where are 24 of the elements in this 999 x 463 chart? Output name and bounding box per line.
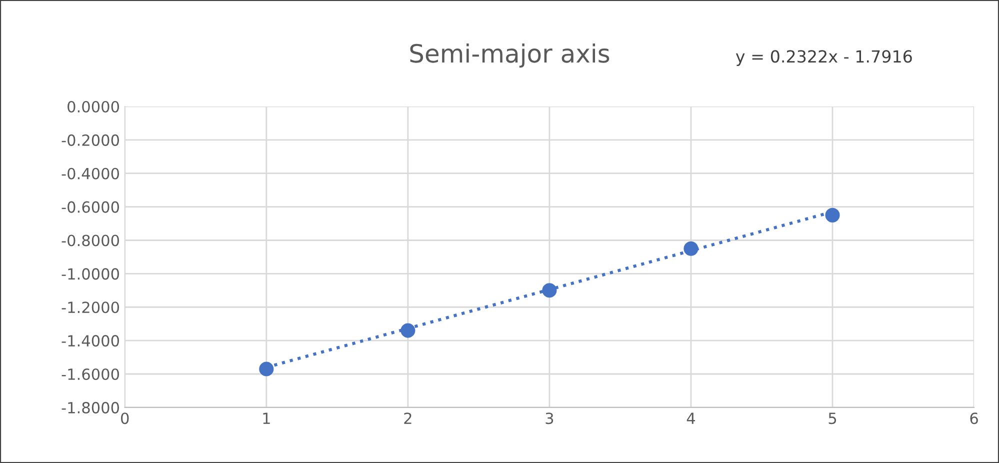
- x-tick-label: 3: [546, 412, 554, 424]
- y-tick-label: -1.8000: [62, 402, 119, 414]
- y-tick-label: -1.0000: [62, 268, 119, 280]
- y-tick-label: 0.0000: [68, 100, 119, 113]
- x-tick-label: 2: [404, 412, 412, 424]
- x-tick-label: 6: [970, 412, 978, 424]
- point: [825, 208, 840, 222]
- x-tick-label: 1: [263, 412, 270, 424]
- y-tick-label: -1.6000: [62, 368, 119, 380]
- x-tick-label: 0: [121, 412, 129, 424]
- y-tick-label: -0.2000: [62, 134, 119, 146]
- y-tick-label: -0.4000: [62, 168, 119, 180]
- chart-title: Semi-major axis: [410, 43, 610, 68]
- x-tick-label: 4: [686, 412, 695, 424]
- point: [542, 283, 557, 298]
- y-tick-label: -1.2000: [62, 302, 119, 314]
- point: [400, 323, 416, 338]
- point: [684, 241, 698, 256]
- y-tick-label: -0.8000: [62, 234, 119, 246]
- x-tick-label: 5: [828, 412, 836, 424]
- point: [259, 362, 274, 376]
- text: y = 0.2322x - 1.7916: [736, 50, 912, 66]
- y-tick-label: -0.6000: [62, 201, 119, 213]
- y-tick-label: -1.4000: [62, 335, 119, 347]
